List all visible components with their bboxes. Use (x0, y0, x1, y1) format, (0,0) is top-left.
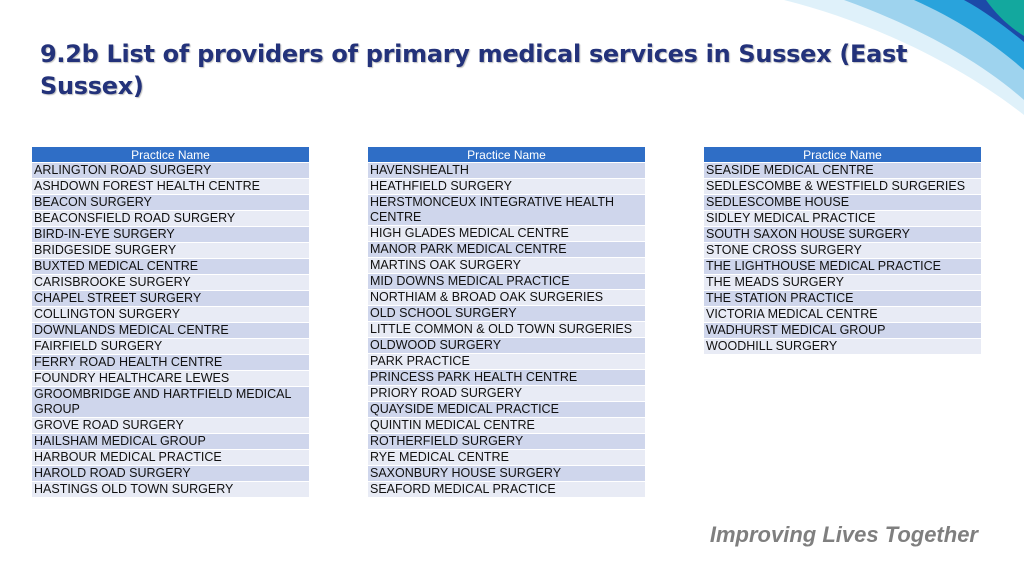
table-row: DOWNLANDS MEDICAL CENTRE (32, 322, 309, 338)
table-row: HEATHFIELD SURGERY (368, 178, 645, 194)
practice-table-1: Practice Name ARLINGTON ROAD SURGERY ASHD… (32, 147, 309, 497)
table-row: HIGH GLADES MEDICAL CENTRE (368, 225, 645, 241)
column-header: Practice Name (704, 147, 981, 162)
table-row: HARBOUR MEDICAL PRACTICE (32, 449, 309, 465)
table-row: SOUTH SAXON HOUSE SURGERY (704, 226, 981, 242)
table-row: GROVE ROAD SURGERY (32, 417, 309, 433)
table-row: BEACONSFIELD ROAD SURGERY (32, 210, 309, 226)
table-row: QUAYSIDE MEDICAL PRACTICE (368, 401, 645, 417)
table-row: SEASIDE MEDICAL CENTRE (704, 162, 981, 178)
table-row: STONE CROSS SURGERY (704, 242, 981, 258)
table-row: MARTINS OAK SURGERY (368, 257, 645, 273)
table-row: RYE MEDICAL CENTRE (368, 449, 645, 465)
table-row: COLLINGTON SURGERY (32, 306, 309, 322)
footer-tagline: Improving Lives Together (709, 522, 978, 547)
practice-table-3: Practice Name SEASIDE MEDICAL CENTRE SEDL… (704, 147, 981, 354)
table-row: VICTORIA MEDICAL CENTRE (704, 306, 981, 322)
column-header: Practice Name (368, 147, 645, 162)
table-row: CHAPEL STREET SURGERY (32, 290, 309, 306)
page-title: 9.2b List of providers of primary medica… (40, 40, 908, 100)
table-row: SEAFORD MEDICAL PRACTICE (368, 481, 645, 497)
table-row: HAILSHAM MEDICAL GROUP (32, 433, 309, 449)
table-row: HERSTMONCEUX INTEGRATIVE HEALTH CENTRE (368, 194, 645, 225)
table-row: QUINTIN MEDICAL CENTRE (368, 417, 645, 433)
table-row: PRINCESS PARK HEALTH CENTRE (368, 369, 645, 385)
table-row: THE MEADS SURGERY (704, 274, 981, 290)
table-row: WOODHILL SURGERY (704, 338, 981, 354)
table-row: FAIRFIELD SURGERY (32, 338, 309, 354)
table-row: BEACON SURGERY (32, 194, 309, 210)
table-row: OLD SCHOOL SURGERY (368, 305, 645, 321)
table-row: HAVENSHEALTH (368, 162, 645, 178)
table-row: OLDWOOD SURGERY (368, 337, 645, 353)
table-body: HAVENSHEALTH HEATHFIELD SURGERY HERSTMONCE… (368, 162, 645, 497)
corner-decoration (784, 0, 1024, 115)
table-row: SEDLESCOMBE HOUSE (704, 194, 981, 210)
table-row: BUXTED MEDICAL CENTRE (32, 258, 309, 274)
table-row: MANOR PARK MEDICAL CENTRE (368, 241, 645, 257)
column-header: Practice Name (32, 147, 309, 162)
table-row: WADHURST MEDICAL GROUP (704, 322, 981, 338)
table-row: LITTLE COMMON & OLD TOWN SURGERIES (368, 321, 645, 337)
table-row: SEDLESCOMBE & WESTFIELD SURGERIES (704, 178, 981, 194)
table-row: SIDLEY MEDICAL PRACTICE (704, 210, 981, 226)
table-row: ROTHERFIELD SURGERY (368, 433, 645, 449)
table-row: BIRD-IN-EYE SURGERY (32, 226, 309, 242)
table-row: GROOMBRIDGE AND HARTFIELD MEDICAL GROUP (32, 386, 309, 417)
table-row: SAXONBURY HOUSE SURGERY (368, 465, 645, 481)
table-row: THE STATION PRACTICE (704, 290, 981, 306)
table-row: NORTHIAM & BROAD OAK SURGERIES (368, 289, 645, 305)
table-row: MID DOWNS MEDICAL PRACTICE (368, 273, 645, 289)
table-row: HASTINGS OLD TOWN SURGERY (32, 481, 309, 497)
table-row: ASHDOWN FOREST HEALTH CENTRE (32, 178, 309, 194)
table-row: PRIORY ROAD SURGERY (368, 385, 645, 401)
table-row: PARK PRACTICE (368, 353, 645, 369)
table-row: BRIDGESIDE SURGERY (32, 242, 309, 258)
table-row: CARISBROOKE SURGERY (32, 274, 309, 290)
table-row: ARLINGTON ROAD SURGERY (32, 162, 309, 178)
table-row: HAROLD ROAD SURGERY (32, 465, 309, 481)
table-body: SEASIDE MEDICAL CENTRE SEDLESCOMBE & WEST… (704, 162, 981, 354)
table-row: FOUNDRY HEALTHCARE LEWES (32, 370, 309, 386)
table-row: THE LIGHTHOUSE MEDICAL PRACTICE (704, 258, 981, 274)
practice-table-2: Practice Name HAVENSHEALTH HEATHFIELD SUR… (368, 147, 645, 497)
table-row: FERRY ROAD HEALTH CENTRE (32, 354, 309, 370)
table-body: ARLINGTON ROAD SURGERY ASHDOWN FOREST HEA… (32, 162, 309, 497)
